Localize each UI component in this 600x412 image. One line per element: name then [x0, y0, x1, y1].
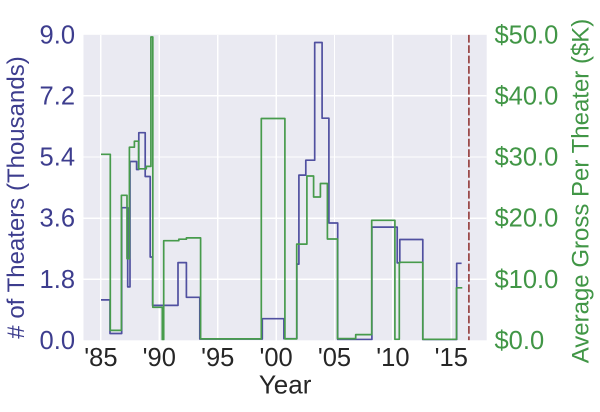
svg-text:'85: '85	[84, 344, 117, 372]
svg-text:3.6: 3.6	[40, 205, 75, 233]
svg-text:$10.0: $10.0	[495, 266, 559, 294]
svg-text:Average Gross Per Theater ($K): Average Gross Per Theater ($K)	[568, 19, 595, 364]
svg-text:'05: '05	[318, 344, 351, 372]
svg-text:7.2: 7.2	[40, 83, 75, 111]
svg-text:'00: '00	[259, 344, 292, 372]
svg-text:'90: '90	[143, 344, 176, 372]
svg-text:'10: '10	[376, 344, 409, 372]
svg-text:9.0: 9.0	[40, 21, 75, 49]
svg-text:$30.0: $30.0	[495, 144, 559, 172]
svg-text:0.0: 0.0	[40, 327, 75, 355]
svg-text:'15: '15	[435, 344, 468, 372]
svg-text:$20.0: $20.0	[495, 205, 559, 233]
svg-text:5.4: 5.4	[40, 144, 75, 172]
svg-text:1.8: 1.8	[40, 266, 75, 294]
svg-text:$0.0: $0.0	[495, 327, 545, 355]
svg-text:$50.0: $50.0	[495, 21, 559, 49]
svg-text:# of Theaters (Thousands): # of Theaters (Thousands)	[3, 56, 30, 338]
svg-text:$40.0: $40.0	[495, 83, 559, 111]
svg-text:Year: Year	[259, 369, 312, 399]
svg-text:'95: '95	[201, 344, 234, 372]
